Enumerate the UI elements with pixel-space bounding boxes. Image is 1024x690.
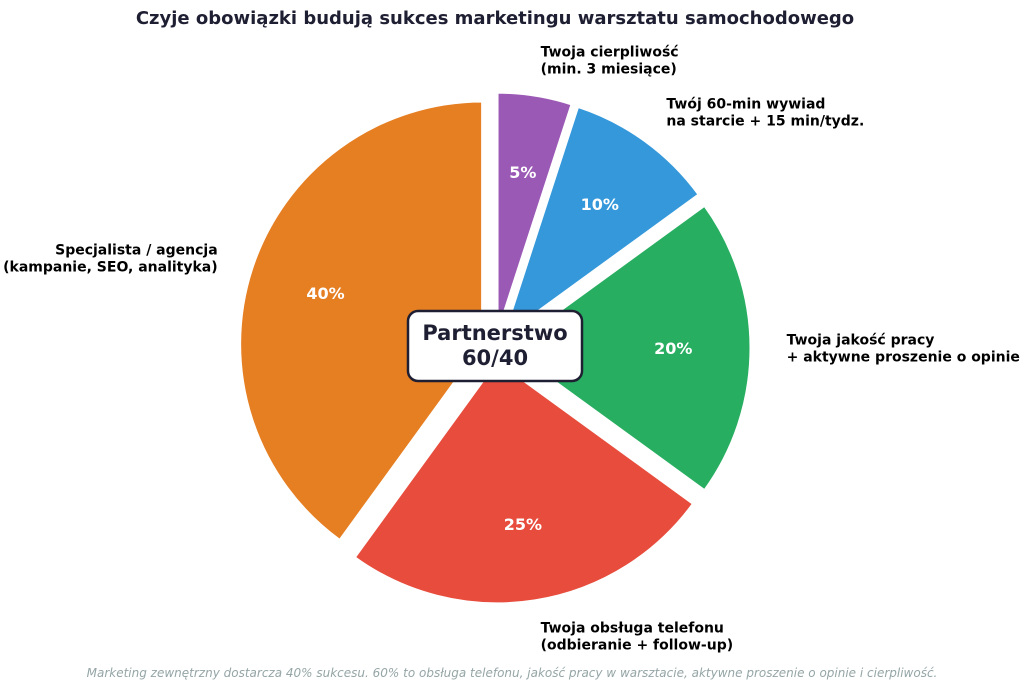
pie-slice-5 xyxy=(238,99,485,543)
slice-labels: Twoja cierpliwość (min. 3 miesiące) Twój 6… xyxy=(3,44,1020,653)
chart-title: Czyje obowiązki budują sukces marketingu… xyxy=(136,8,854,29)
slice-label-5-line-2: (kampanie, SEO, analityka) xyxy=(3,259,218,275)
pie-slice-4 xyxy=(352,358,696,606)
slice-percent-3: 20% xyxy=(654,339,692,358)
footnote: Marketing zewnętrzny dostarcza 40% sukce… xyxy=(87,666,938,680)
pie-slice-1 xyxy=(495,90,575,336)
slice-label-5: Specjalista / agencja (kampanie, SEO, ana… xyxy=(3,242,218,275)
slice-label-3: Twoja jakość pracy + aktywne proszenie o … xyxy=(787,333,1020,366)
pie-slice-3 xyxy=(505,203,753,493)
center-badge-box xyxy=(406,309,584,383)
slice-label-3-line-1: Twoja jakość pracy xyxy=(787,333,935,349)
slice-label-4-line-1: Twoja obsługa telefonu xyxy=(541,621,724,637)
slice-label-5-line-1: Specjalista / agencja xyxy=(55,242,218,258)
slice-label-4: Twoja obsługa telefonu (odbieranie + foll… xyxy=(541,621,734,654)
slice-label-2-line-1: Twój 60-min wywiad xyxy=(666,97,825,113)
slice-percent-5: 40% xyxy=(306,284,344,303)
slice-percent-1: 5% xyxy=(509,163,536,182)
slice-label-1: Twoja cierpliwość (min. 3 miesiące) xyxy=(541,44,679,77)
center-label-line-1: Partnerstwo xyxy=(422,321,567,345)
slice-percent-4: 25% xyxy=(504,515,542,534)
pie-slices: 5% 10% 20% 25% 40% xyxy=(238,90,753,606)
slice-label-2: Twój 60-min wywiad na starcie + 15 min/ty… xyxy=(666,97,864,130)
pie-slice-2 xyxy=(499,104,702,342)
center-badge: Partnerstwo 60/40 xyxy=(406,309,584,383)
slice-label-1-line-1: Twoja cierpliwość xyxy=(541,44,679,60)
slice-label-1-line-2: (min. 3 miesiące) xyxy=(541,61,677,77)
slice-label-3-line-2: + aktywne proszenie o opinie xyxy=(787,350,1020,366)
slice-label-2-line-2: na starcie + 15 min/tydz. xyxy=(666,114,864,130)
slice-percent-2: 10% xyxy=(581,195,619,214)
slice-label-4-line-2: (odbieranie + follow-up) xyxy=(541,638,734,654)
center-label-line-2: 60/40 xyxy=(462,346,528,370)
